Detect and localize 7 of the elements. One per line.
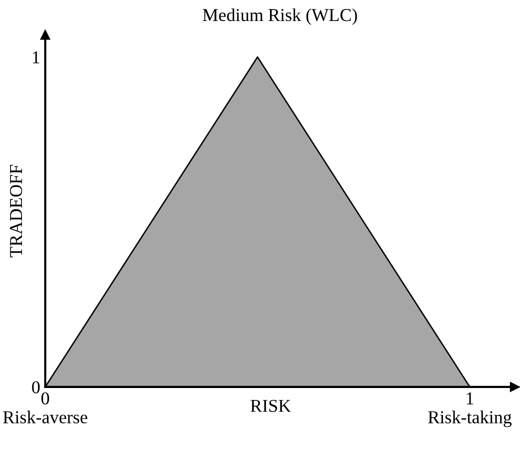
x-tick-label: 1 Risk-taking	[428, 392, 512, 428]
chart-title: Medium Risk (WLC)	[202, 8, 357, 25]
x-tick-label: 0 Risk-averse	[3, 392, 88, 424]
y-axis-title: TRADEOFF	[10, 164, 22, 258]
x-axis-title: RISK	[250, 400, 292, 412]
y-tick-label: 0	[32, 381, 40, 394]
y-tick-label: 1	[32, 51, 40, 64]
